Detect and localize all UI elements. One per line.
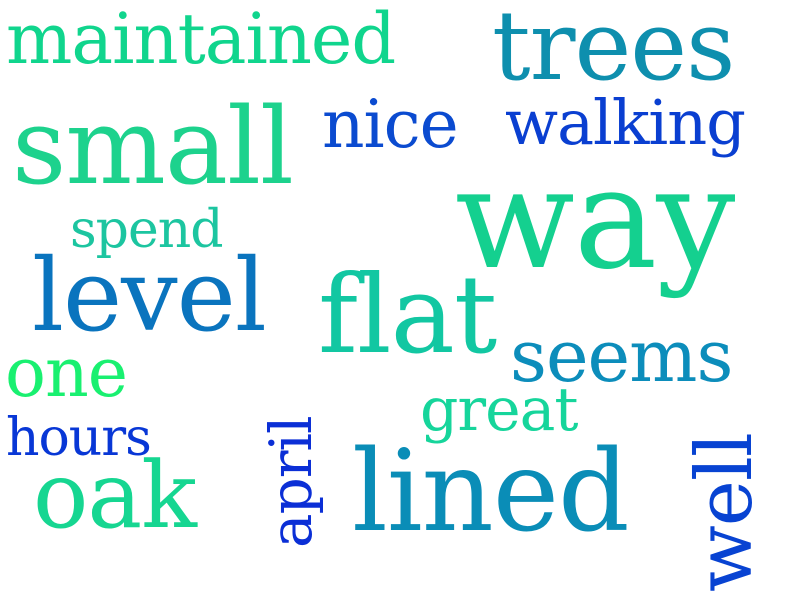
word-one: one bbox=[5, 334, 128, 413]
word-well: well bbox=[680, 433, 770, 592]
word-seems: seems bbox=[510, 314, 733, 398]
word-april: april bbox=[257, 416, 325, 548]
word-trees: trees bbox=[492, 0, 735, 102]
word-spend: spend bbox=[70, 200, 224, 260]
word-nice: nice bbox=[322, 86, 459, 163]
word-maintained: maintained bbox=[6, 0, 396, 80]
word-great: great bbox=[420, 375, 578, 445]
word-small: small bbox=[12, 85, 294, 208]
word-walking: walking bbox=[505, 86, 746, 159]
word-way: way bbox=[455, 138, 735, 301]
word-level: level bbox=[32, 237, 267, 354]
word-lined: lined bbox=[352, 427, 630, 557]
word-oak: oak bbox=[33, 442, 197, 549]
word-hours: hours bbox=[6, 408, 152, 468]
word-flat: flat bbox=[318, 253, 497, 378]
